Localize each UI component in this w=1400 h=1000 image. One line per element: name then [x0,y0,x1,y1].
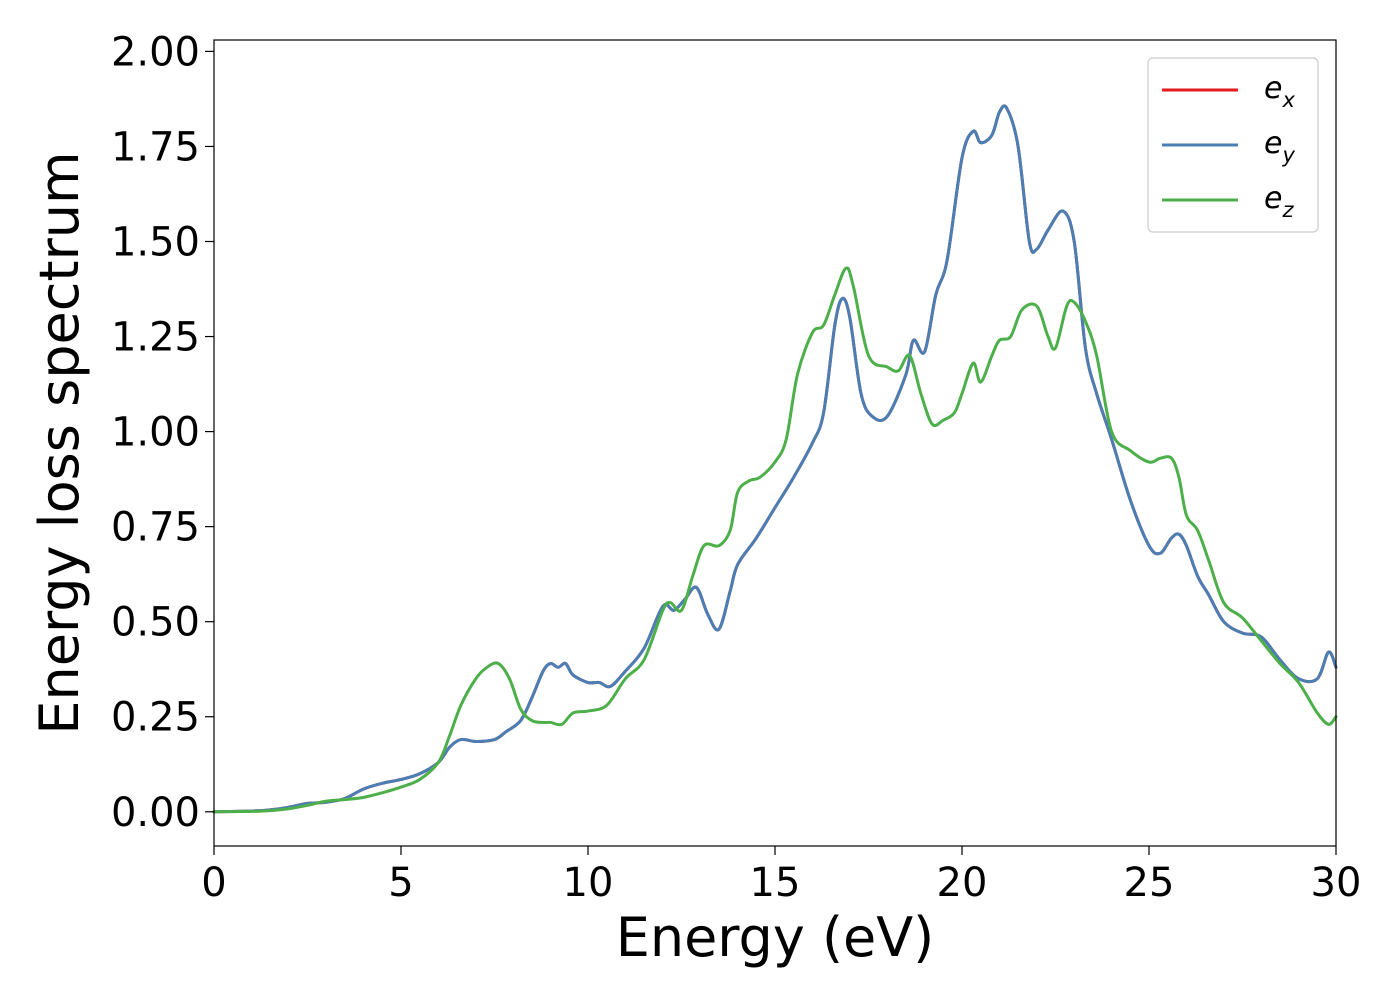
x-tick-label: 10 [563,860,614,906]
y-tick-label: 0.50 [111,600,200,646]
series-layer [212,104,1338,814]
x-tick-label: 20 [937,860,988,906]
series-line-ey [212,104,1338,814]
y-tick-label: 1.25 [111,315,200,361]
y-tick-label: 0.00 [111,790,200,836]
series-line-ez [212,266,1338,814]
y-axis-ticks: 0.00 0.25 0.50 0.75 1.00 1.25 1.50 1.75 2.00 [111,29,214,836]
y-tick-label: 0.25 [111,695,200,741]
legend-subscript: x [1281,88,1295,112]
x-tick-label: 15 [750,860,801,906]
y-tick-label: 1.00 [111,410,200,456]
x-tick-label: 30 [1311,860,1362,906]
legend-subscript: z [1281,198,1294,222]
x-tick-label: 25 [1124,860,1175,906]
legend-subscript: y [1281,143,1295,167]
x-tick-label: 5 [388,860,413,906]
y-axis-label: Energy loss spectrum [28,151,91,734]
y-tick-label: 2.00 [111,29,200,75]
x-axis-label: Energy (eV) [616,906,935,969]
y-tick-label: 1.75 [111,124,200,170]
x-axis-ticks: 0 5 10 15 20 25 30 [201,846,1361,906]
y-tick-label: 1.50 [111,220,200,266]
x-tick-label: 0 [201,860,226,906]
y-tick-label: 0.75 [111,505,200,551]
